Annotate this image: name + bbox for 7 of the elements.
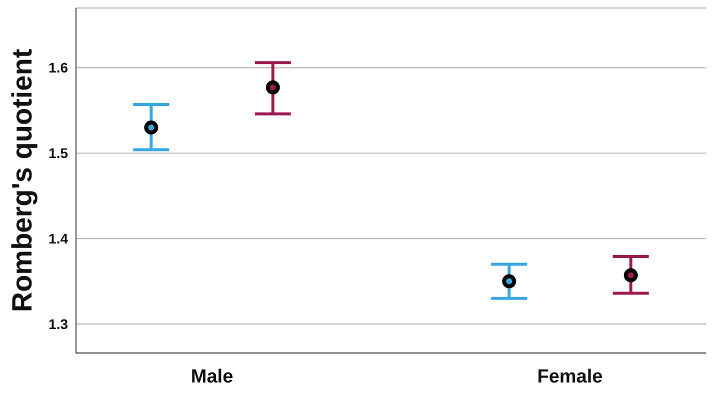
x-tick-label: Male bbox=[190, 366, 234, 388]
y-tick-label: 1.5 bbox=[48, 145, 68, 162]
y-tick-label: 1.4 bbox=[48, 230, 68, 247]
y-axis-title: Romberg's quotient bbox=[6, 48, 38, 312]
y-tick-label: 1.6 bbox=[48, 60, 68, 76]
y-tick-label: 1.3 bbox=[48, 316, 68, 332]
x-tick-label: Female bbox=[537, 366, 603, 388]
